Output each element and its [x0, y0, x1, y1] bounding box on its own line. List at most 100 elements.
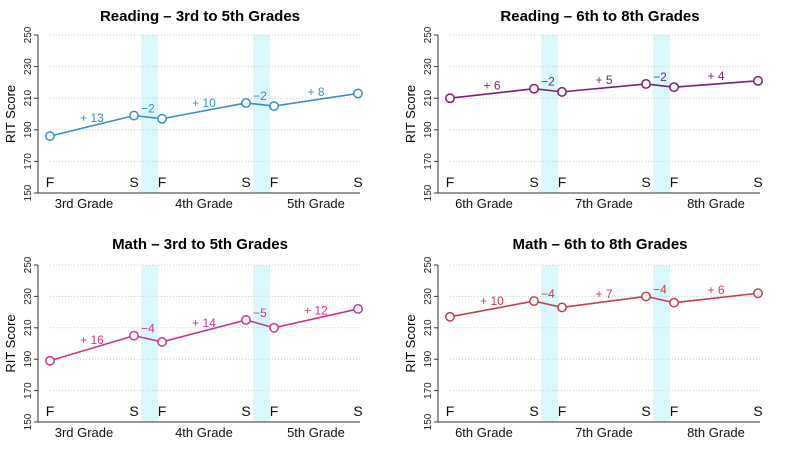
grade-label-2: 5th Grade	[287, 196, 345, 211]
season-label-0: F	[446, 403, 455, 419]
change-label-1: −4	[541, 287, 555, 301]
data-point-4	[669, 82, 679, 93]
ytick-label-170: 170	[423, 153, 434, 170]
season-label-3: S	[641, 174, 650, 190]
grade-label-0: 3rd Grade	[55, 196, 114, 211]
ytick-label-170: 170	[23, 382, 34, 399]
summer-band-0	[541, 35, 558, 193]
chart-panel-0: 150 170 190 210 230 250 RIT Score Reading – 3rd…	[3, 8, 363, 211]
season-label-1: S	[529, 174, 538, 190]
data-point-1	[529, 83, 539, 94]
y-axis-label: RIT Score	[3, 314, 18, 372]
change-label-3: −2	[653, 70, 667, 84]
season-label-4: F	[270, 403, 279, 419]
series-line	[449, 80, 759, 99]
ytick-label-150: 150	[423, 413, 434, 430]
change-label-3: −5	[253, 306, 267, 320]
change-label-4: + 4	[707, 69, 724, 83]
chart-panel-2: 150 170 190 210 230 250 RIT Score Math – 3rd to…	[3, 236, 363, 440]
data-point-3	[641, 291, 651, 302]
summer-band-1	[653, 35, 670, 193]
season-label-2: F	[558, 174, 567, 190]
chart-title: Math – 3rd to 5th Grades	[112, 236, 288, 253]
change-label-1: −4	[141, 322, 155, 336]
season-label-5: S	[353, 403, 362, 419]
ytick-label-170: 170	[423, 382, 434, 399]
season-label-3: S	[241, 174, 250, 190]
summer-band-1	[653, 265, 670, 422]
summer-band-1	[253, 35, 270, 193]
data-point-1	[529, 296, 539, 307]
change-label-2: + 14	[192, 316, 216, 330]
ytick-label-190: 190	[23, 350, 34, 367]
data-point-1	[129, 330, 139, 341]
chart-panel-3: 150 170 190 210 230 250 RIT Score Math – 6th to…	[403, 236, 763, 440]
grade-label-1: 4th Grade	[175, 196, 233, 211]
ytick-label-150: 150	[23, 184, 34, 201]
season-label-4: F	[270, 174, 279, 190]
y-axis-label: RIT Score	[3, 85, 18, 143]
change-label-2: + 5	[595, 73, 612, 87]
data-point-3	[241, 97, 251, 108]
season-label-1: S	[129, 403, 138, 419]
data-point-4	[269, 101, 279, 112]
change-label-2: + 7	[595, 287, 612, 301]
ytick-label-150: 150	[423, 184, 434, 201]
chart-panel-1: 150 170 190 210 230 250 RIT Score Reading – 6th…	[403, 8, 763, 211]
season-label-2: F	[158, 174, 167, 190]
grade-label-0: 6th Grade	[455, 196, 513, 211]
summer-band-0	[141, 265, 158, 422]
data-point-5	[353, 304, 363, 314]
grade-label-2: 5th Grade	[287, 425, 345, 440]
season-label-5: S	[353, 174, 362, 190]
ytick-label-230: 230	[423, 58, 434, 75]
ytick-label-250: 250	[423, 256, 434, 273]
data-point-3	[641, 79, 651, 89]
grade-label-1: 7th Grade	[575, 196, 633, 211]
change-label-4: + 6	[707, 283, 724, 297]
data-point-1	[129, 110, 139, 121]
ytick-label-230: 230	[423, 288, 434, 305]
season-label-4: F	[670, 403, 679, 419]
ytick-label-210: 210	[423, 89, 434, 106]
data-point-2	[157, 113, 167, 124]
season-label-1: S	[529, 403, 538, 419]
data-point-5	[753, 75, 763, 86]
change-label-4: + 12	[304, 303, 328, 317]
ytick-label-190: 190	[423, 121, 434, 138]
season-label-3: S	[241, 403, 250, 419]
ytick-label-150: 150	[23, 413, 34, 430]
data-point-0	[445, 93, 455, 104]
ytick-label-210: 210	[23, 89, 34, 106]
grade-label-0: 3rd Grade	[55, 425, 114, 440]
change-label-3: −2	[253, 89, 267, 103]
ytick-label-230: 230	[23, 288, 34, 305]
grade-label-0: 6th Grade	[455, 425, 513, 440]
change-label-2: + 10	[192, 96, 216, 110]
data-point-2	[557, 302, 567, 313]
ytick-label-250: 250	[23, 256, 34, 273]
ytick-label-250: 250	[23, 26, 34, 43]
change-label-0: + 13	[80, 111, 104, 125]
season-label-0: F	[46, 174, 55, 190]
season-label-0: F	[46, 403, 55, 419]
summer-band-1	[253, 265, 270, 422]
chart-title: Math – 6th to 8th Grades	[512, 236, 687, 253]
change-label-0: + 6	[483, 78, 500, 92]
change-label-3: −4	[653, 282, 667, 296]
season-label-0: F	[446, 174, 455, 190]
series-line	[49, 308, 359, 362]
chart-title: Reading – 3rd to 5th Grades	[100, 8, 300, 25]
ytick-label-190: 190	[23, 121, 34, 138]
season-label-1: S	[129, 174, 138, 190]
data-point-2	[557, 86, 567, 97]
change-label-1: −2	[141, 102, 155, 116]
data-point-5	[353, 88, 363, 99]
ytick-label-190: 190	[423, 350, 434, 367]
change-label-1: −2	[541, 75, 555, 89]
grade-label-2: 8th Grade	[687, 425, 745, 440]
y-axis-label: RIT Score	[403, 85, 418, 143]
data-point-0	[45, 131, 55, 142]
season-label-3: S	[641, 403, 650, 419]
